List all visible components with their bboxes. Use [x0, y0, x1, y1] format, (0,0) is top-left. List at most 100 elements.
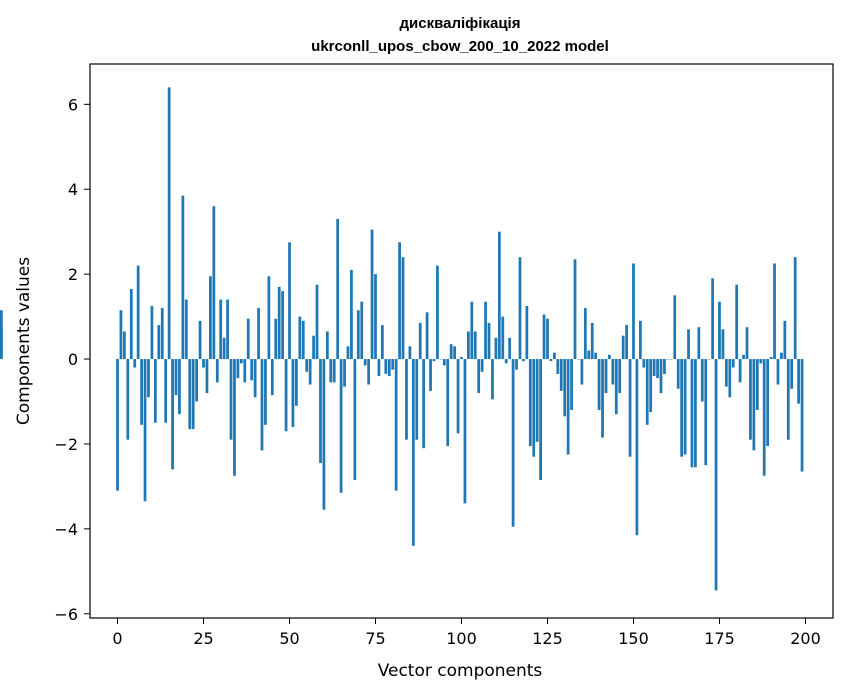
- bar: [356, 310, 360, 360]
- bar: [742, 354, 745, 360]
- bar: [298, 316, 302, 360]
- bar: [174, 359, 178, 396]
- bar: [367, 359, 370, 385]
- bar: [587, 350, 591, 360]
- bar: [470, 301, 474, 360]
- bar: [735, 284, 739, 360]
- bar: [494, 337, 498, 360]
- bar: [518, 257, 522, 360]
- bar: [690, 359, 694, 468]
- bar: [325, 331, 329, 360]
- bar: [566, 359, 570, 455]
- bar: [797, 359, 800, 404]
- bar: [398, 242, 401, 360]
- bar: [473, 331, 477, 360]
- bar: [405, 359, 408, 440]
- bar: [532, 359, 536, 457]
- bar: [116, 359, 119, 491]
- bar: [449, 344, 453, 360]
- bar: [446, 359, 450, 447]
- bar: [153, 359, 157, 423]
- bar: [264, 359, 267, 425]
- bar: [632, 263, 635, 360]
- y-axis: −6 −4 −2 0 2 4 6: [54, 95, 90, 624]
- bar: [683, 359, 687, 455]
- y-tick-label: 6: [68, 95, 78, 114]
- bar: [160, 308, 164, 360]
- bar: [762, 359, 766, 476]
- bar: [236, 359, 240, 379]
- bar: [136, 265, 140, 360]
- bar: [721, 329, 725, 360]
- bar: [233, 359, 236, 476]
- bar: [346, 346, 350, 360]
- bar: [198, 320, 202, 360]
- bar: [119, 310, 123, 360]
- bar: [759, 359, 763, 364]
- bar: [411, 359, 415, 546]
- bar: [126, 359, 130, 440]
- bar: [635, 359, 639, 536]
- bar: [164, 359, 168, 423]
- bar: [663, 359, 666, 374]
- bar: [614, 359, 618, 415]
- bar: [432, 359, 436, 362]
- bar: [394, 359, 398, 491]
- bar: [463, 359, 467, 504]
- bar: [556, 359, 560, 374]
- bar: [786, 359, 790, 440]
- bar: [508, 337, 512, 360]
- x-axis: 0 25 50 75 100 125 150 175 200: [112, 618, 821, 648]
- bar: [749, 359, 752, 440]
- bar: [539, 359, 542, 481]
- bar: [157, 325, 161, 360]
- bar: [511, 359, 515, 527]
- y-tick-label: −6: [54, 605, 78, 624]
- bar: [123, 331, 126, 360]
- bar: [497, 231, 501, 360]
- bar: [336, 218, 340, 360]
- bar: [611, 359, 615, 385]
- bar: [295, 359, 298, 406]
- bar: [563, 359, 567, 417]
- chart-title: дискваліфікація: [400, 15, 521, 32]
- bar: [480, 359, 484, 372]
- bar: [288, 242, 291, 360]
- bar: [167, 87, 171, 360]
- bar: [487, 322, 491, 360]
- bar: [418, 322, 422, 360]
- bar: [456, 359, 460, 434]
- bar: [728, 359, 732, 398]
- bar: [638, 320, 642, 360]
- bar: [597, 359, 601, 410]
- bar: [601, 359, 604, 438]
- bar: [391, 359, 395, 370]
- bar: [515, 359, 518, 370]
- bar: [184, 299, 188, 360]
- x-tick-label: 50: [279, 629, 299, 648]
- bar: [425, 312, 429, 360]
- bar: [731, 359, 735, 368]
- bar: [535, 359, 539, 442]
- bar: [312, 335, 315, 360]
- bar: [793, 257, 797, 360]
- bar: [442, 359, 446, 366]
- bar: [140, 359, 143, 425]
- bar: [222, 337, 226, 360]
- bar: [656, 359, 659, 379]
- bar: [253, 359, 257, 398]
- bar: [246, 318, 250, 360]
- bar: [250, 359, 254, 381]
- bar: [181, 195, 185, 360]
- x-tick-label: 150: [618, 629, 649, 648]
- bar: [724, 359, 728, 387]
- bar: [580, 359, 584, 385]
- bar: [628, 359, 632, 457]
- bar: [484, 301, 487, 360]
- bar: [714, 359, 718, 591]
- bar: [522, 359, 525, 362]
- chart-subtitle: ukrconll_upos_cbow_200_10_2022 model: [311, 38, 609, 55]
- x-tick-label: 75: [365, 629, 385, 648]
- bar: [755, 359, 759, 410]
- bar: [704, 359, 708, 466]
